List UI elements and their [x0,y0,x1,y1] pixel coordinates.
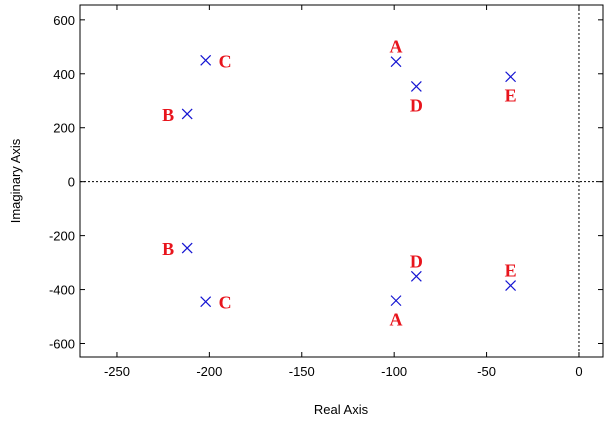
x-tick-label: -200 [196,364,222,379]
pole-label-c: C [219,293,232,313]
y-tick-label: 0 [68,175,75,190]
axis-ticks: -250 -200 -150 -100 -50 0 -600 -400 -200 0 200 400 6… [49,5,603,379]
x-tick-label: -250 [104,364,130,379]
pole-marker-e [505,71,517,83]
x-tick-label: -150 [289,364,315,379]
pole-label-e: E [505,86,517,106]
x-tick-label: -100 [381,364,407,379]
plot-area [79,4,604,358]
y-axis-label: Imaginary Axis [8,138,23,223]
pole-marker-c [200,296,212,308]
pole-label-d: D [410,251,423,271]
y-tick-label: -600 [49,337,75,352]
pole-label-a: A [390,310,403,330]
y-tick-label: 400 [53,67,75,82]
y-tick-label: 200 [53,121,75,136]
pole-marker-c [200,54,212,66]
pole-marker-a [390,56,402,68]
y-tick-label: -400 [49,283,75,298]
y-tick-label: 600 [53,13,75,28]
x-tick-label: -50 [477,364,496,379]
pole-label-c: C [219,51,232,71]
pole-label-a: A [390,37,403,57]
pole-label-b: B [162,239,174,259]
pole-label-d: D [410,95,423,115]
reference-lines [80,5,603,357]
pole-marker-a [390,295,402,307]
data-marks: A A B B C C D D E E [162,37,516,330]
pole-marker-b [181,242,193,254]
x-tick-label: 0 [575,364,582,379]
x-axis-label: Real Axis [314,402,369,417]
pole-marker-d [410,270,422,282]
pole-marker-b [181,108,193,120]
pole-label-b: B [162,105,174,125]
pole-marker-d [410,81,422,92]
pole-label-e: E [505,261,517,281]
y-tick-label: -200 [49,229,75,244]
pole-marker-e [505,280,517,291]
